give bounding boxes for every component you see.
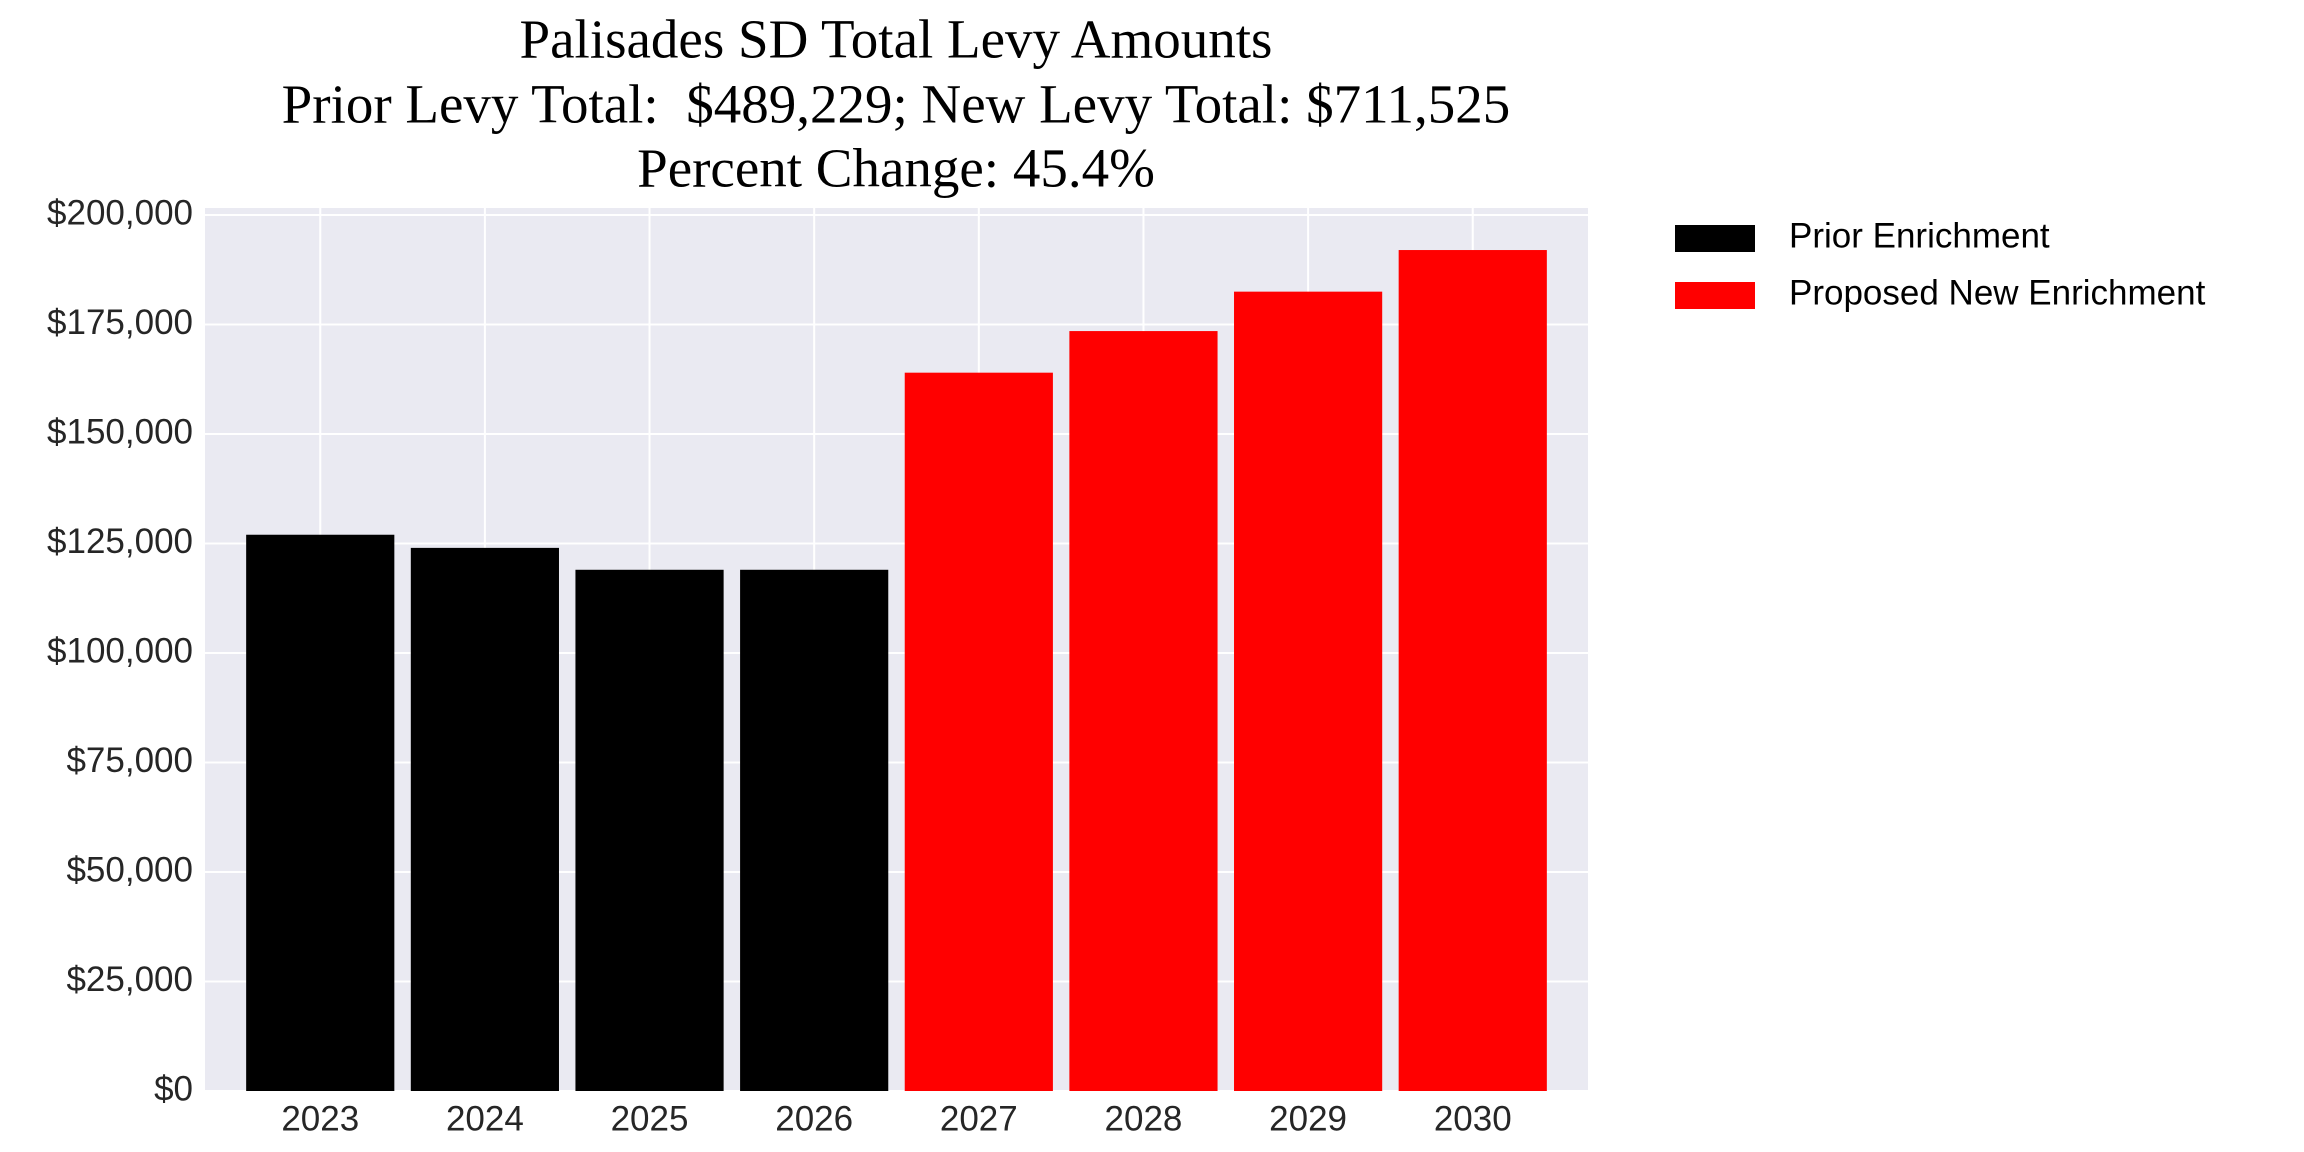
x-tick-label: 2026 [775, 1099, 853, 1138]
bar [1398, 250, 1547, 1092]
y-tick-label: $200,000 [47, 193, 193, 232]
x-tick-label: 2023 [281, 1099, 359, 1138]
y-tick-label: $100,000 [47, 631, 193, 670]
x-tick-label: 2028 [1105, 1099, 1183, 1138]
x-tick-label: 2030 [1434, 1099, 1512, 1138]
bar [904, 372, 1053, 1091]
y-tick-label: $125,000 [47, 522, 193, 561]
y-tick-label: $50,000 [66, 850, 193, 889]
bar [740, 569, 889, 1091]
x-tick-label: 2024 [446, 1099, 524, 1138]
bar [246, 534, 395, 1091]
legend-label: Proposed New Enrichment [1789, 273, 2206, 312]
bar [1069, 331, 1218, 1091]
y-tick-label: $175,000 [47, 303, 193, 342]
legend-swatch [1675, 225, 1755, 252]
legend-label: Prior Enrichment [1789, 216, 2050, 255]
y-tick-label: $75,000 [66, 741, 193, 780]
legend-swatch [1675, 282, 1755, 309]
bar [575, 569, 724, 1091]
x-tick-label: 2025 [611, 1099, 689, 1138]
y-tick-label: $25,000 [66, 960, 193, 999]
x-tick-label: 2029 [1269, 1099, 1347, 1138]
chart-subtitle: Percent Change: 45.4% [637, 138, 1155, 199]
chart-title: Palisades SD Total Levy Amounts [520, 9, 1273, 70]
y-tick-label: $0 [154, 1069, 193, 1108]
bar [1234, 291, 1383, 1091]
y-tick-label: $150,000 [47, 412, 193, 451]
x-tick-label: 2027 [940, 1099, 1018, 1138]
chart-subtitle: Prior Levy Total: $489,229; New Levy Tot… [282, 74, 1511, 135]
bar [410, 547, 559, 1091]
